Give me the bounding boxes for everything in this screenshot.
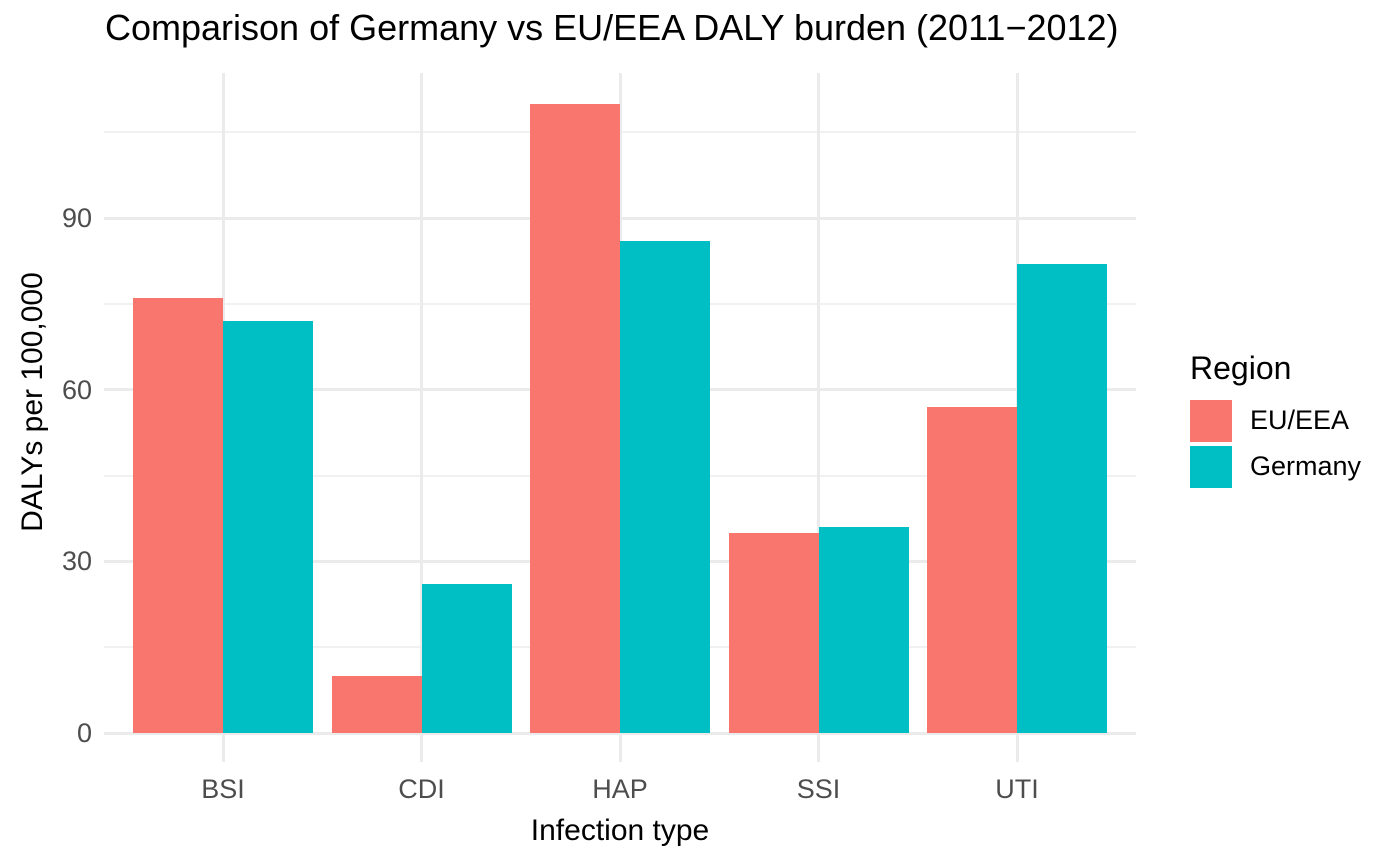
x-tick-label: BSI (201, 774, 245, 804)
legend-item-germany: Germany (1190, 445, 1362, 488)
x-tick-label: SSI (796, 774, 841, 804)
legend-item-eu-eea: EU/EEA (1190, 399, 1361, 442)
x-tick-label: HAP (592, 774, 648, 804)
legend-label-germany: Germany (1250, 451, 1362, 482)
chart-title: Comparison of Germany vs EU/EEA DALY bur… (105, 7, 1119, 48)
bar-hap-germany (620, 241, 710, 733)
plot-panel (104, 73, 1136, 762)
bar-bsi-eu-eea (133, 298, 223, 733)
legend-items: EU/EEA Germany (1190, 399, 1362, 488)
legend-swatch-eu-eea (1190, 399, 1232, 442)
x-axis-title: Infection type (530, 814, 710, 847)
y-tick-label: 30 (61, 546, 92, 577)
legend: Region EU/EEA Germany (1190, 350, 1361, 488)
vertical-gridline-ssi (817, 73, 820, 762)
y-tick-label: 0 (76, 718, 92, 748)
bar-bsi-germany (223, 321, 313, 733)
bar-ssi-eu-eea (728, 532, 819, 733)
bar-cdi-eu-eea (331, 675, 422, 733)
x-tick-label: CDI (398, 774, 445, 804)
legend-title: Region (1190, 350, 1292, 386)
y-tick-label: 90 (61, 203, 92, 234)
bar-ssi-germany (818, 527, 909, 733)
vertical-gridline-cdi (420, 73, 423, 762)
bar-cdi-germany (421, 584, 512, 733)
legend-swatch-germany (1190, 445, 1232, 488)
legend-label-eu-eea: EU/EEA (1250, 405, 1350, 436)
bar-uti-germany (1017, 263, 1107, 733)
y-tick-label: 60 (61, 374, 92, 405)
x-tick-label: UTI (995, 774, 1039, 804)
bar-hap-eu-eea (530, 103, 620, 733)
bar-uti-eu-eea (927, 406, 1017, 733)
